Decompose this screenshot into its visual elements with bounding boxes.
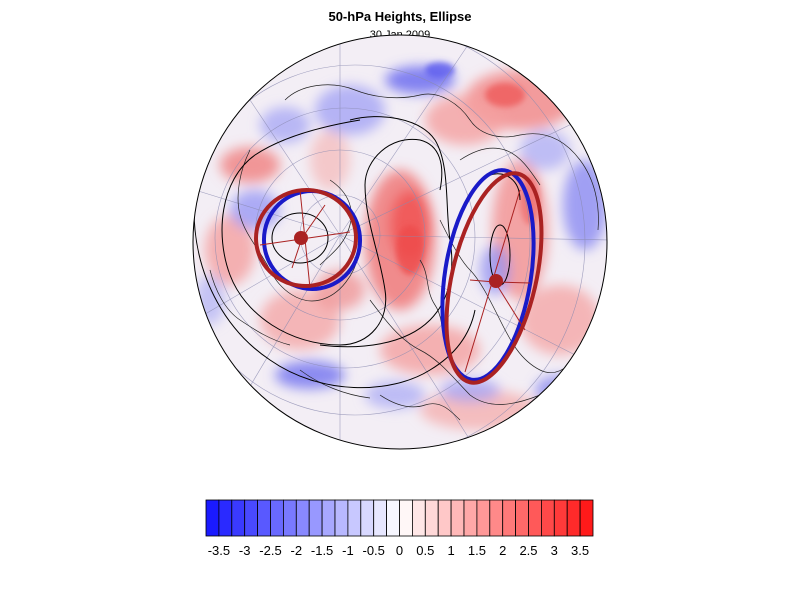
colorbar-box (295, 499, 310, 537)
ellipse-right-fit (444, 171, 544, 385)
colorbar-box (489, 499, 504, 537)
colorbar-tick-label: 3 (551, 543, 558, 558)
map-title: 50-hPa Heights, Ellipse (328, 9, 472, 24)
colorbar-box (399, 499, 413, 537)
colorbar-tick-label: -1.5 (311, 543, 333, 558)
colorbar-box (566, 499, 581, 537)
colorbar-box (231, 499, 246, 537)
colorbar-box (218, 499, 233, 537)
colorbar-box (553, 499, 568, 537)
colorbar-box (541, 499, 555, 537)
colorbar-box (244, 499, 258, 537)
colorbar-box (321, 499, 336, 537)
colorbar-tick-label: 1.5 (468, 543, 486, 558)
colorbar-tick-label: 0 (396, 543, 403, 558)
graticule (193, 35, 607, 449)
colorbar-tick-label: -0.5 (362, 543, 384, 558)
colorbar-box (282, 499, 297, 537)
colorbar-box (528, 499, 542, 537)
colorbar-box (386, 499, 400, 537)
colorbar-box (424, 499, 439, 537)
colorbar-box (334, 499, 349, 537)
globe-outline (192, 34, 608, 450)
colorbar-box (579, 499, 594, 537)
colorbar-tick-label: 1 (447, 543, 454, 558)
colorbar-box (308, 499, 323, 537)
colorbar-box (476, 499, 491, 537)
colorbar-box (270, 499, 284, 537)
colorbar-boxes (205, 499, 594, 537)
colorbar-box (347, 499, 362, 537)
colorbar-labels: -3.5 -3 -2.5 -2 -1.5 -1 -0.5 0 0.5 1 1.5 2 2.5 3 3.5 (208, 543, 589, 558)
colorbar-box (205, 499, 220, 537)
colorbar-box (450, 499, 465, 537)
colorbar-tick-label: -2.5 (259, 543, 281, 558)
colorbar-box (373, 499, 388, 537)
colorbar-box (437, 499, 452, 537)
colorbar-tick-label: 2.5 (519, 543, 537, 558)
ellipse-right-observed (440, 168, 536, 382)
ellipse-right-centroid (489, 274, 503, 288)
colorbar-tick-label: 0.5 (416, 543, 434, 558)
colorbar-tick-label: 2 (499, 543, 506, 558)
colorbar-box (360, 499, 375, 537)
colorbar-box (515, 499, 529, 537)
ellipse-left-centroid (294, 231, 308, 245)
colorbar-tick-label: -3 (239, 543, 251, 558)
colorbar-tick-label: -1 (342, 543, 354, 558)
colorbar-box (411, 499, 426, 537)
colorbar-box (257, 499, 271, 537)
colorbar-box (502, 499, 517, 537)
colorbar-tick-label: -3.5 (208, 543, 230, 558)
colorbar-tick-label: -2 (291, 543, 303, 558)
colorbar-tick-label: 3.5 (571, 543, 589, 558)
colorbar-box (463, 499, 478, 537)
